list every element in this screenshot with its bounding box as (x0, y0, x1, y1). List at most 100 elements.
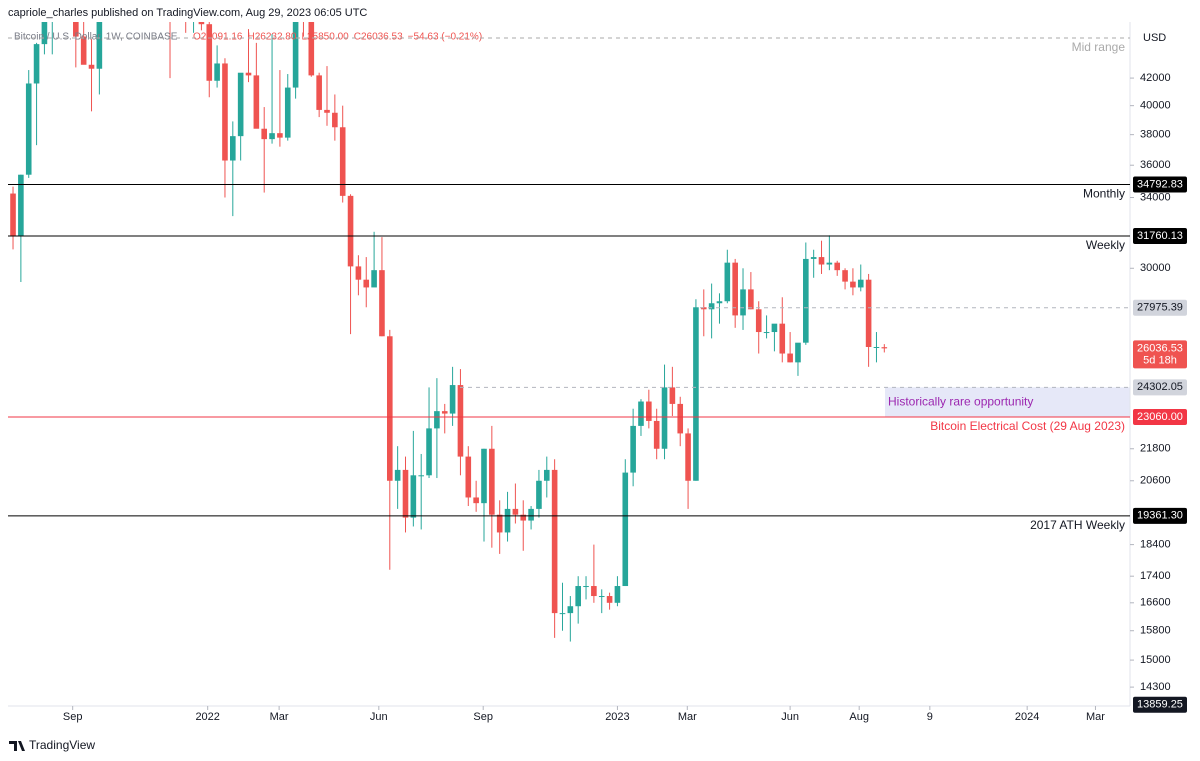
candle-body (96, 22, 103, 69)
plot-area (10, 22, 1130, 642)
current-price-box (1133, 340, 1187, 369)
x-tick-label: Jun (781, 711, 799, 723)
candle-body (583, 586, 589, 588)
candle-body (551, 469, 558, 614)
x-tick-label: Mar (1086, 711, 1105, 723)
price-box-label: 34792.83 (1137, 178, 1183, 190)
candle-body (771, 323, 778, 333)
candle-body (622, 472, 629, 587)
bottom-marker-box (1133, 696, 1187, 713)
price-box-label: 23060.00 (1137, 411, 1183, 423)
candle-body (88, 64, 95, 69)
candle-body (481, 448, 487, 504)
candle-body (865, 279, 872, 347)
level-text: Bitcoin Electrical Cost (29 Aug 2023) (930, 419, 1125, 433)
legend-symbol: Bitcoin / U.S. Dollar, 1W, COINBASE (14, 32, 178, 43)
candle-body (842, 270, 848, 282)
candle-body (237, 72, 244, 137)
axes: 42000 40000 38000 36000 34000 30000 21800 20600… (63, 72, 1187, 723)
candle-body (363, 279, 370, 288)
candle-body (559, 613, 566, 615)
y-tick-label: 36000 (1140, 159, 1171, 171)
footer-text: TradingView (29, 738, 95, 752)
price-box (1133, 507, 1187, 524)
candle-body (441, 411, 448, 414)
candle-body (795, 342, 801, 363)
y-tick-label: 15000 (1140, 654, 1171, 666)
candle-body (25, 83, 32, 175)
currency[interactable]: USD (1143, 32, 1166, 44)
candle-body (740, 289, 746, 316)
candle-body (339, 127, 346, 196)
y-tick-label: 42000 (1140, 72, 1171, 84)
candle-body (803, 258, 809, 343)
candle-body (222, 63, 228, 161)
candle-body (857, 279, 864, 288)
x-tick-label: Jun (370, 711, 388, 723)
level-text: Weekly (1086, 238, 1125, 252)
candle-body (410, 475, 417, 518)
candle-body (504, 508, 511, 533)
candle-body (646, 401, 652, 421)
candle-body (528, 508, 534, 521)
candle-body (677, 403, 684, 434)
y-tick-label: 17400 (1140, 570, 1171, 582)
candle-body (449, 385, 456, 414)
y-tick-label: 18400 (1140, 539, 1171, 551)
y-tick-label: 40000 (1140, 100, 1171, 112)
x-tick-label: 9 (927, 711, 933, 723)
level-text: Mid range (1072, 40, 1126, 54)
legend-value: L25850.00 (301, 32, 349, 43)
zone-label: Historically rare opportunity (888, 394, 1033, 408)
candle-body (33, 44, 40, 84)
candle-body (536, 480, 542, 509)
candle-body (386, 336, 393, 481)
candle-body (850, 281, 856, 288)
price-box-label: 19361.30 (1137, 510, 1183, 522)
candle-body (700, 307, 707, 310)
candle-body (693, 307, 699, 481)
candle-body (379, 270, 385, 337)
candle-body (748, 289, 754, 310)
x-tick-label: Sep (473, 711, 493, 723)
candle-body (457, 385, 464, 457)
candle-body (755, 309, 762, 333)
legend-value: H26232.80 (248, 32, 297, 43)
candle-body (489, 448, 495, 515)
candle-body (269, 133, 275, 140)
candle-body (724, 262, 731, 302)
candle-body (873, 346, 880, 348)
price-box (1133, 228, 1187, 245)
x-tick-label: Mar (270, 711, 289, 723)
candle-body (638, 401, 644, 426)
legend-value: −54.63 (−0.21%) (408, 32, 483, 43)
candle-body (292, 22, 299, 88)
x-tick-label: Mar (678, 711, 697, 723)
logo-icon (9, 741, 25, 751)
candle-body (653, 420, 660, 449)
y-tick-label: 21800 (1140, 443, 1171, 455)
candle-body (73, 22, 79, 37)
candle-body (324, 109, 330, 113)
candle-body (277, 133, 283, 138)
candle-body (316, 75, 322, 110)
y-tick-label: 30000 (1140, 262, 1171, 274)
price-box-label: 24302.05 (1137, 381, 1183, 393)
candle-body (787, 353, 793, 363)
candle-body (575, 586, 581, 607)
y-tick-label: 15800 (1140, 625, 1171, 637)
candle-body (685, 433, 691, 481)
legend-value: C26036.53 (354, 32, 403, 43)
opportunity-zone (885, 387, 1130, 417)
x-tick-label: 2022 (195, 711, 219, 723)
candle-body (253, 75, 260, 129)
candle-body (18, 174, 24, 236)
candle-body (598, 596, 605, 598)
candle-body (834, 262, 841, 271)
candle-body (418, 475, 424, 477)
y-tick-label: 38000 (1140, 129, 1171, 141)
candle-body (591, 586, 597, 597)
legend-value: O26091.16 (193, 32, 243, 43)
candle-body (606, 596, 613, 603)
y-tick-label: 16600 (1140, 597, 1171, 609)
